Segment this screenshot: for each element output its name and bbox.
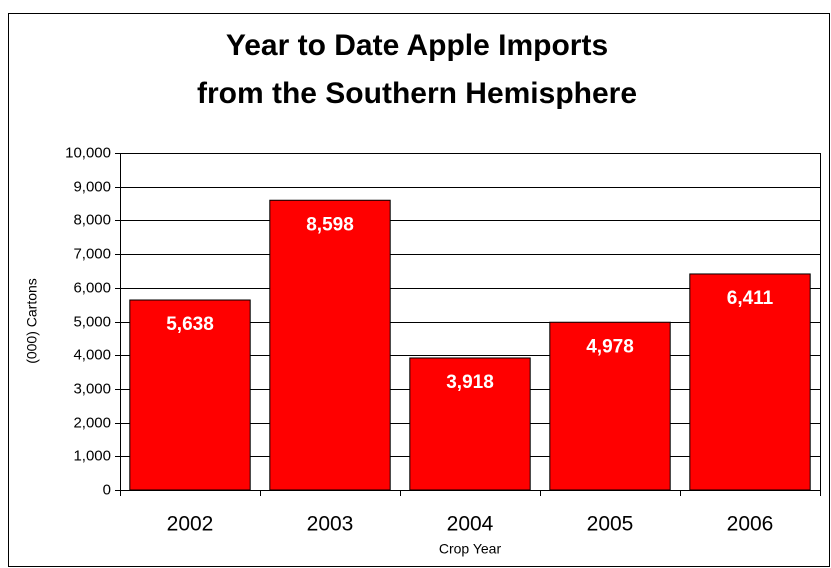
y-tick-label: 10,000 (65, 144, 111, 161)
y-tick-label: 9,000 (73, 178, 111, 195)
x-tick-label: 2004 (447, 513, 494, 536)
value-label: 4,978 (586, 336, 634, 357)
bar (409, 357, 531, 491)
x-tick-label: 2006 (727, 513, 774, 536)
y-tick-label: 1,000 (73, 447, 111, 464)
y-tick-label: 6,000 (73, 279, 111, 296)
y-tick-label: 0 (103, 481, 111, 498)
value-label: 6,411 (727, 288, 774, 309)
y-axis-title: (000) Cartons (24, 278, 40, 364)
y-tick-label: 8,000 (73, 211, 111, 228)
y-tick-label: 2,000 (73, 414, 111, 431)
value-label: 5,638 (166, 314, 214, 335)
x-tick-label: 2005 (587, 513, 634, 536)
y-tick-label: 3,000 (73, 380, 111, 397)
bar (129, 299, 251, 491)
bar (549, 321, 671, 491)
x-tick-label: 2002 (167, 513, 214, 536)
bar (689, 273, 811, 491)
chart-title: from the Southern Hemisphere (197, 77, 637, 110)
y-tick-label: 5,000 (73, 313, 111, 330)
chart-title: Year to Date Apple Imports (226, 29, 608, 62)
x-tick-label: 2003 (307, 513, 354, 536)
y-tick-label: 4,000 (73, 346, 111, 363)
value-label: 8,598 (306, 214, 354, 235)
y-tick-label: 7,000 (73, 245, 111, 262)
x-axis-title: Crop Year (439, 541, 502, 557)
value-label: 3,918 (446, 372, 494, 393)
bar (269, 199, 391, 491)
